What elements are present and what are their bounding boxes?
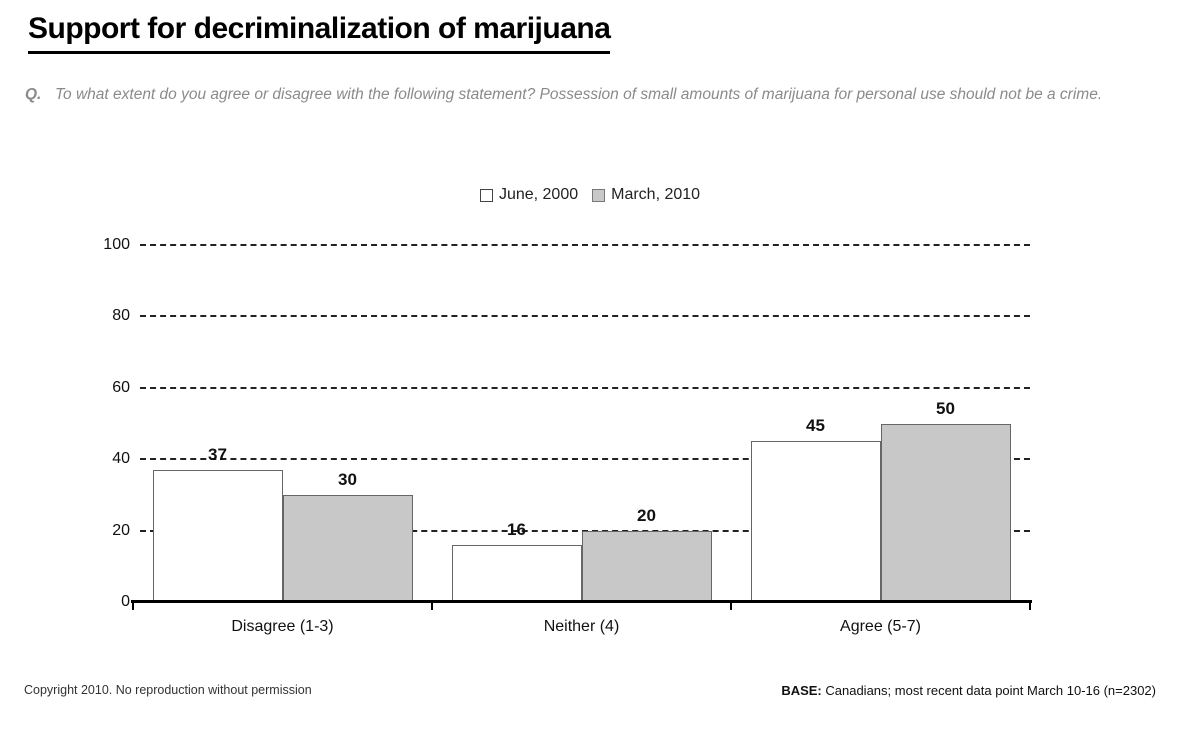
y-axis-label-0: 0 [121,593,130,610]
footer-base: BASE: Canadians; most recent data point … [781,683,1156,698]
y-axis-label-20: 20 [112,521,130,539]
axis-tick [730,602,732,610]
gridline-100 [140,244,1030,246]
footer-copyright: Copyright 2010. No reproduction without … [24,683,312,697]
y-axis-label-40: 40 [112,450,130,468]
footer-base-text: Canadians; most recent data point March … [821,683,1156,698]
bar-value-label: 45 [806,416,825,436]
axis-tick [132,602,134,610]
y-axis-label-100: 100 [103,236,130,253]
bar-value-label: 30 [338,469,357,489]
x-axis-label-3: Agree (5-7) [840,618,921,635]
bar-march-2010-1 [282,494,413,602]
x-axis-label-2: Neither (4) [543,618,620,635]
axis-tick [431,602,433,610]
legend-item-march-2010: March, 2010 [592,186,700,204]
bar-march-2010-3 [880,423,1011,602]
chart-title: Support for decriminalization of marijua… [28,12,611,54]
bar-value-label: 16 [507,519,526,539]
bar-june-2000-2 [451,544,582,602]
bar-june-2000-1 [152,469,283,602]
legend: June, 2000 March, 2010 [0,186,1180,204]
bar-value-label: 50 [936,398,955,418]
gridline-40 [140,458,1030,461]
survey-question: Q. To what extent do you agree or disagr… [25,84,1135,105]
y-axis-label-60: 60 [112,378,130,396]
legend-swatch-march-2010 [592,188,606,202]
legend-label-march-2010: March, 2010 [611,186,701,203]
x-axis-label-1: Disagree (1-3) [231,618,334,635]
question-prefix: Q. [25,86,42,103]
gridline-60 [140,386,1030,389]
question-text: To what extent do you agree or disagree … [55,86,1103,103]
legend-label-june-2000: June, 2000 [498,186,579,203]
legend-item-june-2000: June, 2000 [479,186,579,204]
bar-march-2010-2 [581,530,712,602]
axis-tick [1029,602,1031,610]
gridline-80 [140,315,1030,318]
footer-base-label: BASE: [781,683,822,698]
bar-value-label: 20 [637,505,656,525]
y-axis-label-80: 80 [112,307,130,325]
legend-swatch-june-2000 [479,188,493,202]
bar-june-2000-3 [750,441,881,602]
x-axis-line [131,600,1032,603]
bar-value-label: 37 [208,444,227,464]
